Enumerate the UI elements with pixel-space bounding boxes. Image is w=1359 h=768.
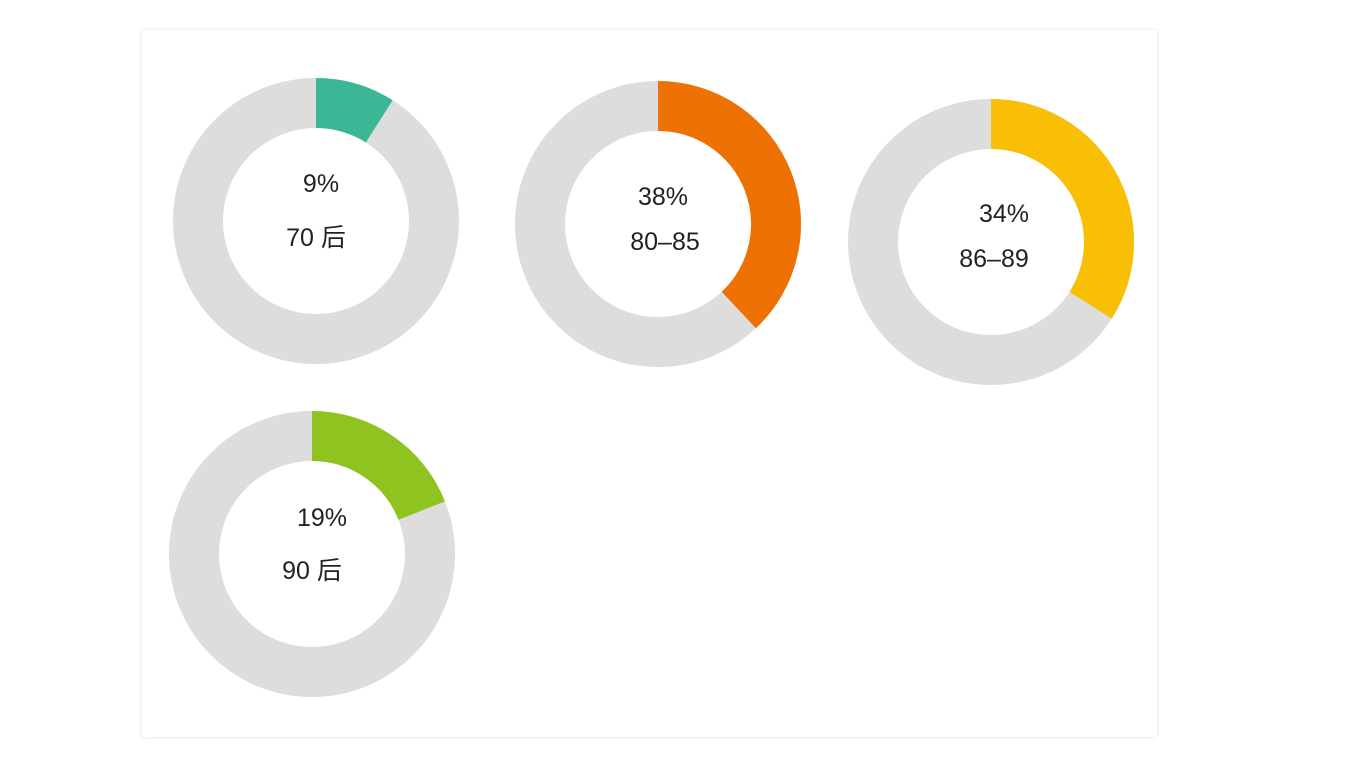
- donut-90s: 19% 90 后: [168, 410, 456, 698]
- donut-80-85-percent: 38%: [637, 183, 689, 211]
- donut-70s-label: 70 后: [286, 224, 346, 252]
- donut-86-89-label: 86–89: [959, 245, 1029, 273]
- donut-70s-percent: 9%: [302, 170, 340, 198]
- donut-80-85-label: 80–85: [630, 228, 700, 256]
- donut-90s-label: 90 后: [282, 557, 342, 585]
- donut-86-89-segment: [990, 99, 1134, 319]
- donut-80-85-segment: [657, 81, 801, 329]
- donut-86-89-percent: 34%: [978, 200, 1030, 228]
- donut-70s-svg: [173, 78, 459, 364]
- donut-70s-track: [173, 78, 459, 364]
- donut-90s-segment: [311, 411, 445, 521]
- donut-90s-svg: [169, 411, 455, 697]
- donut-80-85: 38% 80–85: [513, 79, 803, 369]
- donut-80-85-svg: [515, 81, 801, 367]
- chart-card: 9% 70 后 38% 80–85 34% 86–89 19% 90 后: [142, 30, 1157, 737]
- donut-70s: 9% 70 后: [172, 77, 460, 365]
- donut-70s-segment: [315, 78, 393, 143]
- donut-90s-percent: 19%: [296, 504, 348, 532]
- donut-86-89-svg: [848, 99, 1134, 385]
- donut-86-89: 34% 86–89: [847, 98, 1135, 386]
